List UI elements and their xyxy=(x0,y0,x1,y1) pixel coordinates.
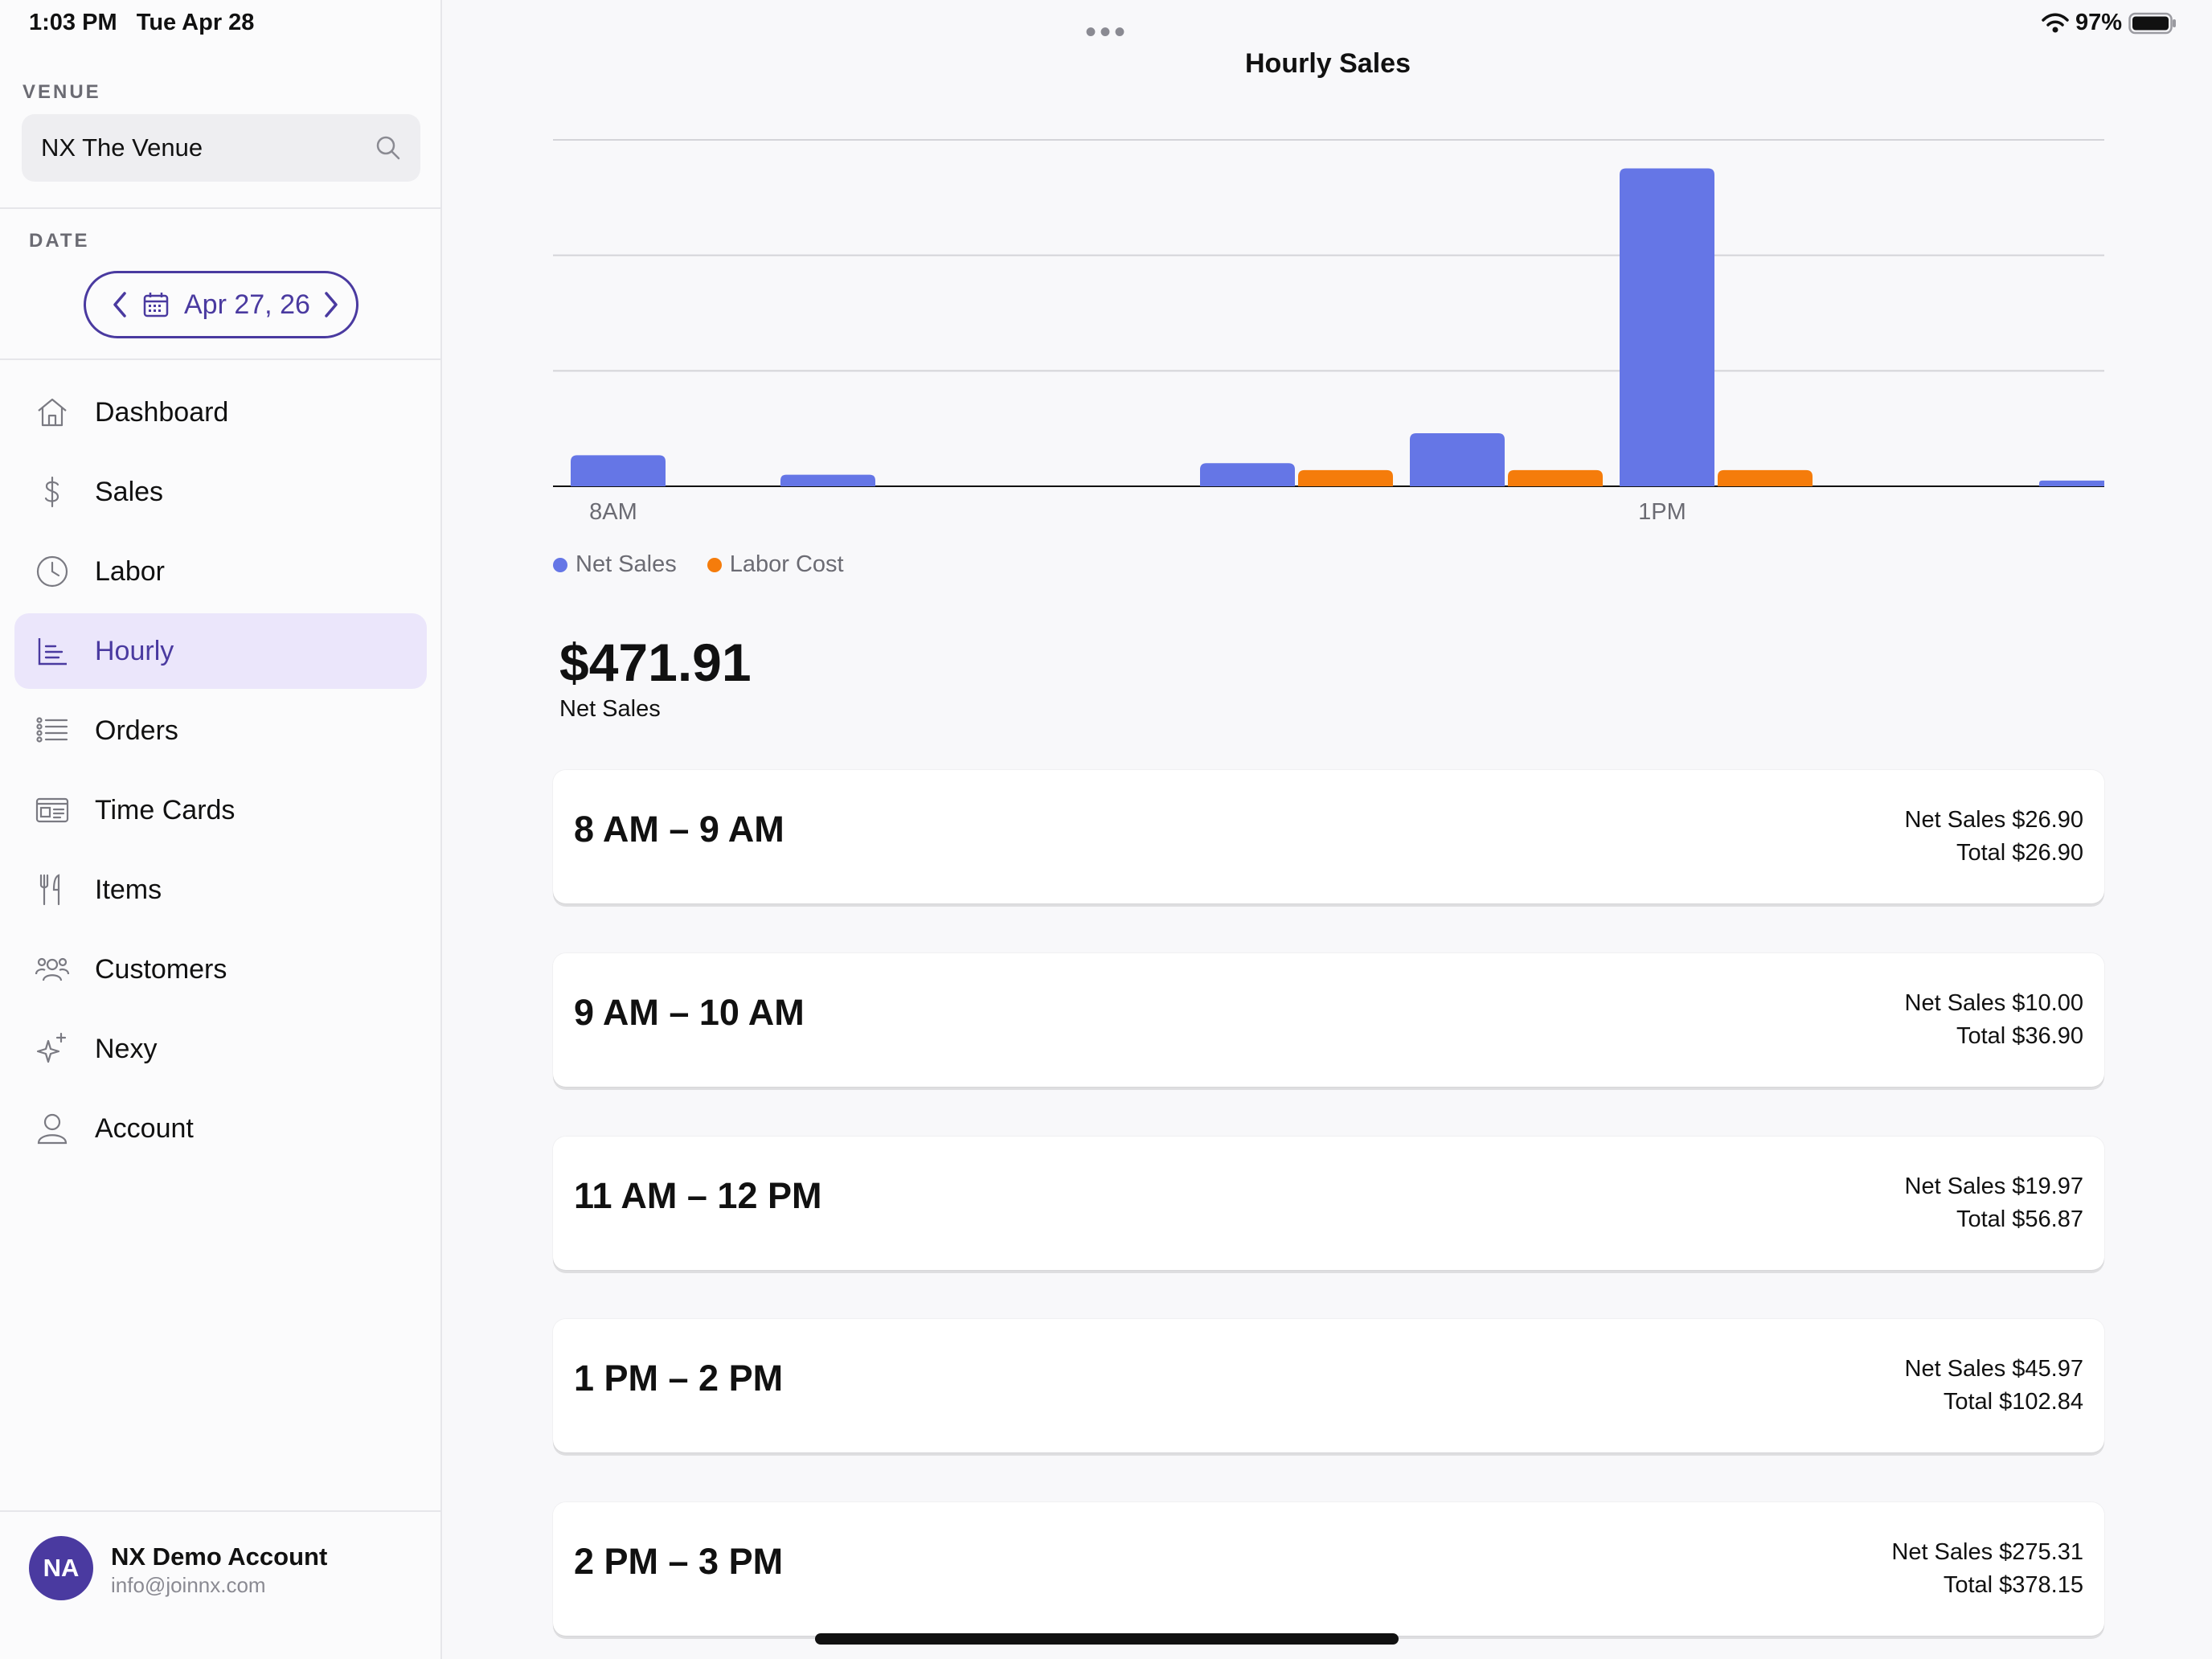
divider xyxy=(0,207,442,209)
labor-cost-dot xyxy=(707,557,722,572)
sidebar-item-account[interactable]: Account xyxy=(14,1091,427,1166)
date-label: DATE xyxy=(29,230,90,252)
list-icon xyxy=(34,712,71,749)
net-sales-dot xyxy=(553,557,567,572)
sidebar-item-label: Dashboard xyxy=(95,396,229,428)
net-sales-total-label: Net Sales xyxy=(559,696,661,722)
venue-value: NX The Venue xyxy=(41,133,203,162)
hour-net-sales: Net Sales $45.97 xyxy=(1904,1356,2083,1382)
sidebar-item-customers[interactable]: Customers xyxy=(14,932,427,1007)
legend-label: Net Sales xyxy=(576,551,677,577)
sparkles-icon xyxy=(34,1030,71,1067)
status-time: 1:03 PM Tue Apr 28 xyxy=(29,10,255,35)
sidebar-item-label: Time Cards xyxy=(95,794,236,825)
hour-total: Total $378.15 xyxy=(1943,1572,2083,1598)
clock-icon xyxy=(34,553,71,590)
net-sales-total: $471.91 xyxy=(559,633,752,692)
sidebar-item-label: Labor xyxy=(95,555,165,587)
sidebar-item-sales[interactable]: Sales xyxy=(14,454,427,530)
bar-net-sales-8am[interactable] xyxy=(571,455,666,486)
sidebar-item-label: Account xyxy=(95,1112,194,1144)
calendar-icon[interactable] xyxy=(142,290,171,319)
chart-legend: Net Sales Labor Cost xyxy=(553,551,875,578)
people-icon xyxy=(34,951,71,988)
wifi-icon xyxy=(2042,13,2069,32)
account-footer[interactable]: NA NX Demo Account info@joinnx.com xyxy=(0,1510,442,1659)
house-icon xyxy=(34,394,71,431)
hour-net-sales: Net Sales $26.90 xyxy=(1904,807,2083,833)
sidebar-item-label: Nexy xyxy=(95,1033,158,1064)
date-value[interactable]: Apr 27, 26 xyxy=(184,289,310,320)
sidebar-item-label: Hourly xyxy=(95,635,174,666)
account-name: NX Demo Account xyxy=(111,1542,328,1571)
hour-net-sales: Net Sales $10.00 xyxy=(1904,990,2083,1016)
divider xyxy=(0,358,442,360)
hour-card[interactable]: 9 AM – 10 AM Net Sales $10.00 Total $36.9… xyxy=(553,953,2104,1087)
sidebar-item-label: Orders xyxy=(95,715,178,746)
hour-card[interactable]: 8 AM – 9 AM Net Sales $26.90 Total $26.90 xyxy=(553,770,2104,903)
hour-total: Total $36.90 xyxy=(1956,1023,2083,1049)
search-icon xyxy=(376,136,400,160)
sidebar-item-hourly[interactable]: Hourly xyxy=(14,613,427,689)
sidebar-item-time-cards[interactable]: Time Cards xyxy=(14,772,427,848)
venue-search-field[interactable]: NX The Venue xyxy=(22,114,420,182)
bar-net-sales-1pm[interactable] xyxy=(1620,168,1714,486)
hour-range: 8 AM – 9 AM xyxy=(574,809,784,850)
dollar-icon xyxy=(34,473,71,510)
chevron-left-icon[interactable] xyxy=(102,287,137,322)
sidebar-item-label: Items xyxy=(95,874,162,905)
date-picker: Apr 27, 26 xyxy=(84,271,358,338)
more-dots-icon[interactable]: ••• xyxy=(1085,14,1129,50)
sidebar-item-label: Customers xyxy=(95,953,227,985)
hour-net-sales: Net Sales $275.31 xyxy=(1891,1539,2083,1565)
avatar: NA xyxy=(29,1536,93,1600)
bar-net-sales-3pm[interactable] xyxy=(2039,480,2104,486)
sidebar-nav: Dashboard Sales Labor Hourly Orders xyxy=(14,375,427,1170)
hour-net-sales: Net Sales $19.97 xyxy=(1904,1174,2083,1199)
hour-range: 9 AM – 10 AM xyxy=(574,992,805,1033)
bar-net-sales-9am[interactable] xyxy=(780,474,875,486)
x-tick-label: 1PM xyxy=(1638,499,1686,525)
hour-range: 2 PM – 3 PM xyxy=(574,1541,784,1582)
battery-icon xyxy=(2128,12,2176,34)
hour-total: Total $56.87 xyxy=(1956,1206,2083,1232)
hour-card[interactable]: 2 PM – 3 PM Net Sales $275.31 Total $378.… xyxy=(553,1502,2104,1636)
hour-range: 11 AM – 12 PM xyxy=(574,1175,822,1216)
hour-total: Total $102.84 xyxy=(1943,1389,2083,1415)
hourly-sales-chart: 8AM1PM5PM xyxy=(553,139,2104,525)
sidebar-item-orders[interactable]: Orders xyxy=(14,693,427,768)
id-card-icon xyxy=(34,792,71,829)
battery-percent: 97% xyxy=(2075,10,2122,35)
sidebar-item-labor[interactable]: Labor xyxy=(14,534,427,609)
bar-net-sales-11am[interactable] xyxy=(1200,463,1295,486)
main-content: ••• 97% Hourly Sales 8AM1PM5PM Net Sales… xyxy=(444,0,2212,1659)
sidebar-item-label: Sales xyxy=(95,476,164,507)
bar-labor-cost-12pm[interactable] xyxy=(1508,469,1603,486)
sidebar-item-items[interactable]: Items xyxy=(14,852,427,928)
venue-label: VENUE xyxy=(23,81,101,103)
status-bar-right: 97% xyxy=(2035,10,2183,36)
legend-label: Labor Cost xyxy=(729,551,844,577)
legend-entry-net-sales: Net Sales xyxy=(553,551,677,578)
bar-labor-cost-11am[interactable] xyxy=(1298,469,1393,486)
sidebar-item-dashboard[interactable]: Dashboard xyxy=(14,375,427,450)
legend-entry-labor-cost: Labor Cost xyxy=(707,551,844,578)
account-email: info@joinnx.com xyxy=(111,1573,266,1597)
chevron-right-icon[interactable] xyxy=(313,287,349,322)
page-title: Hourly Sales xyxy=(1245,48,1411,79)
home-indicator[interactable] xyxy=(815,1633,1399,1645)
bar-net-sales-12pm[interactable] xyxy=(1410,432,1505,486)
bar-labor-cost-1pm[interactable] xyxy=(1718,469,1813,486)
sidebar: 1:03 PM Tue Apr 28 VENUE NX The Venue DA… xyxy=(0,0,442,1659)
x-tick-label: 8AM xyxy=(589,499,637,525)
fork-knife-icon xyxy=(34,871,71,908)
sidebar-item-nexy[interactable]: Nexy xyxy=(14,1011,427,1087)
hour-range: 1 PM – 2 PM xyxy=(574,1358,784,1399)
hour-card[interactable]: 1 PM – 2 PM Net Sales $45.97 Total $102.8… xyxy=(553,1319,2104,1452)
hour-total: Total $26.90 xyxy=(1956,840,2083,866)
bar-chart-icon xyxy=(34,633,71,670)
person-icon xyxy=(34,1110,71,1147)
hour-card[interactable]: 11 AM – 12 PM Net Sales $19.97 Total $56.… xyxy=(553,1137,2104,1270)
